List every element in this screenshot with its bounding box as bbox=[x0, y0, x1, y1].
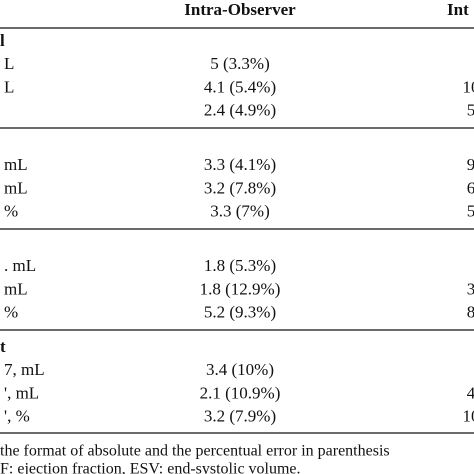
row-label: 7, mL bbox=[4, 360, 45, 379]
row-label: mL bbox=[4, 178, 28, 197]
row-label: ', % bbox=[4, 407, 30, 426]
cell: 4 bbox=[467, 383, 474, 402]
column-header: Intra-Observer bbox=[184, 0, 296, 19]
cell: 3.2 (7.8%) bbox=[204, 178, 276, 197]
column-header: Int bbox=[447, 0, 469, 19]
cell: 2.1 (10.9%) bbox=[200, 383, 281, 402]
footnote: F: ejection fraction, ESV: end-systolic … bbox=[0, 461, 301, 474]
cell: 4.1 (5.4%) bbox=[204, 77, 276, 96]
cell: 6 bbox=[467, 178, 474, 197]
cell: 3.3 (4.1%) bbox=[204, 155, 276, 174]
row-label: mL bbox=[4, 155, 28, 174]
row-label: L bbox=[4, 77, 14, 96]
cell: 3 bbox=[467, 279, 474, 298]
footnote: the format of absolute and the percentua… bbox=[0, 443, 390, 460]
cell: 1.8 (5.3%) bbox=[204, 256, 276, 275]
row-label: ', mL bbox=[4, 383, 39, 402]
cell: 3.3 (7%) bbox=[210, 202, 269, 221]
cell: 10 bbox=[463, 77, 474, 96]
cell: 5 bbox=[467, 202, 474, 221]
cell: 5 bbox=[467, 101, 474, 120]
row-label: . mL bbox=[4, 256, 36, 275]
cell: 1.8 (12.9%) bbox=[200, 279, 281, 298]
group-title: l bbox=[0, 31, 5, 50]
cell: 5.2 (9.3%) bbox=[204, 303, 276, 322]
row-label: mL bbox=[4, 279, 28, 298]
row-label: L bbox=[4, 54, 14, 73]
cell: 5 (3.3%) bbox=[210, 54, 269, 73]
cell: 10 bbox=[463, 407, 474, 426]
cell: 2.4 (4.9%) bbox=[204, 101, 276, 120]
cell: 3.4 (10%) bbox=[206, 360, 274, 379]
cell: 9 bbox=[467, 155, 474, 174]
row-label: % bbox=[4, 202, 18, 221]
cell: 3.2 (7.9%) bbox=[204, 407, 276, 426]
group-title: t bbox=[0, 337, 6, 356]
row-label: % bbox=[4, 303, 18, 322]
cell: 8 bbox=[467, 303, 474, 322]
